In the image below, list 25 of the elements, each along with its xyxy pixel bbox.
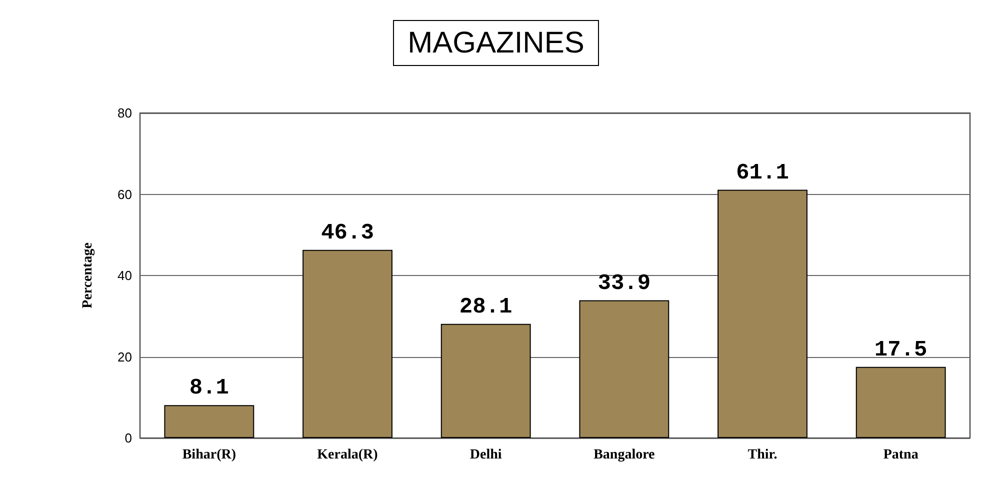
bar bbox=[718, 190, 808, 438]
bar bbox=[856, 366, 946, 438]
bar bbox=[302, 250, 392, 438]
y-tick-label: 20 bbox=[118, 349, 132, 364]
data-label: 8.1 bbox=[189, 376, 229, 401]
chart-title: MAGAZINES bbox=[408, 26, 584, 60]
bar bbox=[164, 405, 254, 438]
x-tick-label: Kerala(R) bbox=[317, 448, 378, 462]
y-tick-label: 60 bbox=[118, 186, 132, 202]
y-tick-label: 80 bbox=[118, 106, 132, 120]
data-label: 17.5 bbox=[874, 337, 928, 362]
x-tick-label: Delhi bbox=[470, 448, 502, 462]
data-label: 33.9 bbox=[598, 270, 651, 296]
data-label: 46.3 bbox=[321, 220, 374, 246]
data-label: 61.1 bbox=[736, 160, 789, 186]
bar bbox=[440, 324, 531, 438]
y-tick-label: 0 bbox=[124, 430, 132, 446]
x-tick-label: Thir. bbox=[748, 448, 778, 462]
bar bbox=[579, 300, 670, 438]
y-axis-title: Percentage bbox=[80, 242, 96, 308]
x-tick-label: Bihar(R) bbox=[182, 448, 236, 462]
x-tick-label: Patna bbox=[883, 448, 918, 462]
data-label: 28.1 bbox=[459, 294, 512, 320]
y-tick-label: 40 bbox=[118, 268, 132, 283]
x-tick-label: Bangalore bbox=[594, 448, 655, 462]
